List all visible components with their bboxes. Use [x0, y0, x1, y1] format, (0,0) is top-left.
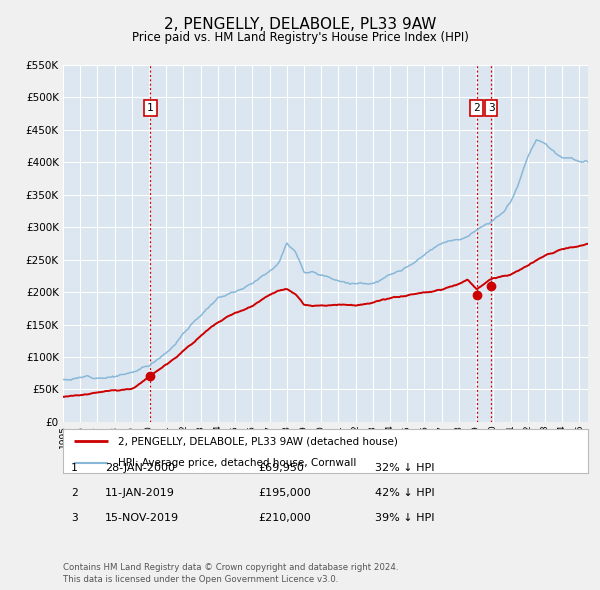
Text: 2, PENGELLY, DELABOLE, PL33 9AW (detached house): 2, PENGELLY, DELABOLE, PL33 9AW (detache…	[118, 437, 398, 446]
Text: 32% ↓ HPI: 32% ↓ HPI	[375, 464, 434, 473]
Text: 39% ↓ HPI: 39% ↓ HPI	[375, 513, 434, 523]
Text: Price paid vs. HM Land Registry's House Price Index (HPI): Price paid vs. HM Land Registry's House …	[131, 31, 469, 44]
Text: 1: 1	[71, 464, 78, 473]
Text: 3: 3	[71, 513, 78, 523]
Text: 2: 2	[473, 103, 480, 113]
Text: 28-JAN-2000: 28-JAN-2000	[105, 464, 175, 473]
Text: £210,000: £210,000	[258, 513, 311, 523]
Text: 3: 3	[488, 103, 494, 113]
Text: 1: 1	[147, 103, 154, 113]
Text: 2: 2	[71, 489, 78, 498]
Text: HPI: Average price, detached house, Cornwall: HPI: Average price, detached house, Corn…	[118, 458, 356, 468]
Text: 15-NOV-2019: 15-NOV-2019	[105, 513, 179, 523]
Text: Contains HM Land Registry data © Crown copyright and database right 2024.
This d: Contains HM Land Registry data © Crown c…	[63, 563, 398, 584]
Text: 11-JAN-2019: 11-JAN-2019	[105, 489, 175, 498]
Text: £69,950: £69,950	[258, 464, 304, 473]
Text: £195,000: £195,000	[258, 489, 311, 498]
Text: 42% ↓ HPI: 42% ↓ HPI	[375, 489, 434, 498]
Text: 2, PENGELLY, DELABOLE, PL33 9AW: 2, PENGELLY, DELABOLE, PL33 9AW	[164, 17, 436, 31]
